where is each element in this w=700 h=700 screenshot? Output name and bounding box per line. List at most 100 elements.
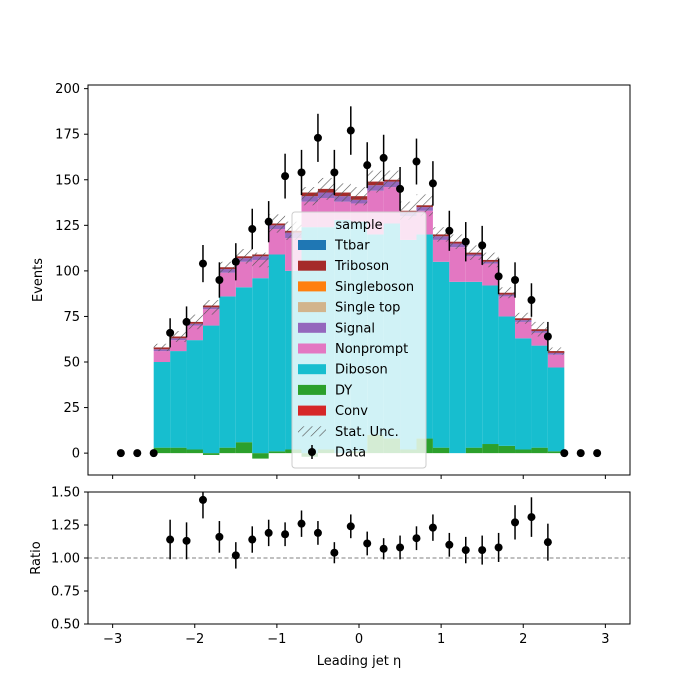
data-point <box>543 332 552 341</box>
data-point <box>166 328 175 337</box>
ratio-point <box>248 535 257 544</box>
legend-label-single-top: Single top <box>335 301 400 316</box>
ratio-point <box>461 546 470 555</box>
ratio-point <box>396 543 405 552</box>
ratio-point <box>445 540 454 549</box>
bar-dy <box>498 445 516 454</box>
y-tick-label: 0 <box>72 447 80 462</box>
data-point <box>363 161 372 170</box>
bar-dy <box>153 447 171 454</box>
bar-nonprompt <box>219 272 236 297</box>
bar-dy <box>515 449 532 454</box>
ratio-x-axis: −3 −2 −1 0 1 2 3 <box>103 624 610 647</box>
data-point <box>133 449 142 458</box>
stat-unc-band <box>334 183 351 202</box>
ratio-point <box>428 523 437 532</box>
data-point <box>297 168 306 177</box>
ratio-point <box>511 518 520 527</box>
data-point <box>215 276 224 284</box>
stat-unc-band <box>367 170 384 193</box>
bar-diboson <box>268 254 286 452</box>
bar-nonprompt <box>186 325 203 341</box>
data-point <box>231 257 240 266</box>
data-point <box>182 317 191 326</box>
ratio-x-tick-label: 3 <box>601 632 609 647</box>
ratio-y-tick-label: 1.25 <box>51 519 80 534</box>
data-points <box>116 106 602 458</box>
legend-swatch-ttbar <box>298 240 326 250</box>
bar-diboson <box>202 325 220 454</box>
bar-dy <box>170 447 187 454</box>
stat-unc-band <box>482 252 499 268</box>
bar-diboson <box>432 261 450 448</box>
main-y-axis: 0 25 50 75 100 125 150 175 200 <box>55 82 88 462</box>
bar-diboson <box>219 296 236 448</box>
ratio-point <box>527 513 536 522</box>
ratio-point <box>412 534 421 543</box>
bar-nonprompt <box>170 340 187 352</box>
ratio-y-tick-label: 1.50 <box>51 486 80 501</box>
data-point <box>116 449 125 458</box>
ratio-point <box>494 543 503 552</box>
legend-swatch-single-top <box>298 302 326 313</box>
bar-diboson <box>465 281 483 448</box>
bar-dy <box>432 447 450 454</box>
data-point <box>379 153 388 162</box>
ratio-points <box>166 492 552 569</box>
ratio-point <box>543 538 552 547</box>
ratio-y-tick-label: 0.50 <box>51 618 80 633</box>
data-point <box>313 133 322 142</box>
ratio-y-tick-label: 1.00 <box>51 552 80 567</box>
bar-nonprompt <box>465 256 483 282</box>
data-point <box>149 449 158 458</box>
legend-swatch-nonprompt <box>298 343 326 354</box>
y-tick-label: 200 <box>55 82 80 97</box>
legend-swatch-data <box>308 448 316 456</box>
ratio-x-tick-label: 2 <box>519 632 527 647</box>
legend-swatch-diboson <box>298 364 326 375</box>
bar-diboson <box>515 338 532 450</box>
ratio-point <box>379 544 388 553</box>
data-point <box>346 126 355 135</box>
ratio-panel: 0.50 0.75 1.00 1.25 1.50 −3 −2 −1 0 1 2 3 Ratio Le… <box>29 486 631 669</box>
data-point <box>593 449 602 458</box>
bar-dy <box>202 453 220 455</box>
legend-box <box>291 211 427 469</box>
main-x-ticks <box>112 475 606 479</box>
stat-unc-band <box>317 177 335 200</box>
bar-nonprompt <box>498 296 516 317</box>
stat-unc-band <box>235 249 253 264</box>
data-point <box>198 259 207 268</box>
legend-swatch-signal <box>298 322 326 333</box>
legend-label-ttbar: Ttbar <box>334 239 370 254</box>
legend-label-signal: Signal <box>335 321 375 336</box>
bar-dy <box>465 447 483 454</box>
ratio-point <box>297 519 306 528</box>
ratio-point <box>330 548 339 557</box>
stat-unc-band <box>301 187 318 206</box>
data-point <box>494 272 503 281</box>
stat-unc-band <box>465 245 483 260</box>
ratio-x-tick-label: −3 <box>103 632 122 647</box>
stat-unc-band <box>449 234 466 250</box>
stat-unc-band <box>186 314 203 330</box>
bar-dy <box>482 444 499 454</box>
y-tick-label: 75 <box>63 310 80 325</box>
ratio-point <box>215 532 224 541</box>
stat-unc-band <box>170 331 187 342</box>
bar-diboson <box>186 340 203 450</box>
stat-unc-band <box>268 214 286 233</box>
ratio-x-tick-label: −2 <box>185 632 204 647</box>
bar-diboson <box>482 285 499 445</box>
stat-unc-band <box>252 252 269 268</box>
y-tick-label: 100 <box>55 264 80 279</box>
ratio-point <box>478 546 487 555</box>
legend-title: sample <box>335 218 382 233</box>
legend-label-triboson: Triboson <box>334 259 389 274</box>
ratio-y-axis: 0.50 0.75 1.00 1.25 1.50 <box>51 486 88 633</box>
legend-swatch-singleboson <box>298 281 326 292</box>
bar-dy <box>268 451 286 454</box>
ratio-point <box>264 528 273 537</box>
bar-diboson <box>449 281 466 454</box>
